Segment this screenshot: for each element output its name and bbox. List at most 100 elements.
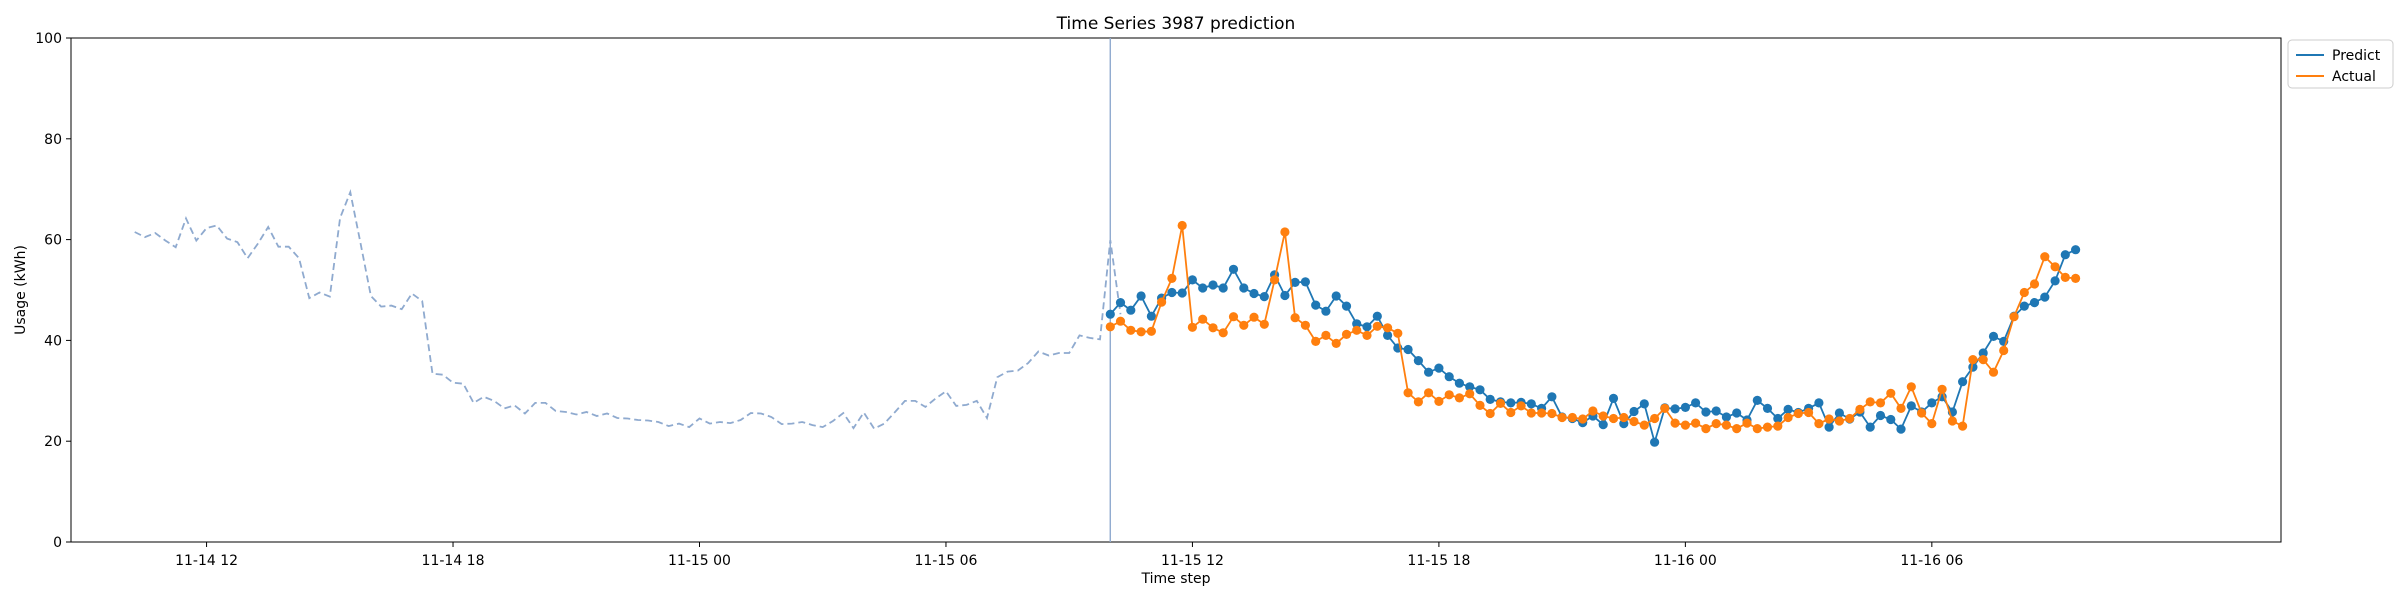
actual-point <box>2071 273 2081 283</box>
x-tick-label: 11-15 18 <box>1407 553 1470 569</box>
actual-point <box>1547 408 1557 419</box>
predict-point <box>1783 404 1793 414</box>
actual-point <box>2009 312 2019 322</box>
actual-point <box>1157 297 1167 307</box>
actual-point <box>1198 314 1208 324</box>
actual-point <box>1341 329 1352 339</box>
actual-point <box>1834 416 1844 426</box>
actual-point <box>1670 418 1680 428</box>
actual-point <box>1126 325 1136 335</box>
actual-point <box>2060 272 2070 282</box>
actual-point <box>1639 420 1649 430</box>
predict-point <box>1239 283 1249 293</box>
predict-point <box>1341 301 1352 311</box>
predict-point <box>1187 275 1197 285</box>
predict-point <box>1732 408 1742 418</box>
actual-point <box>1537 408 1547 418</box>
predict-point <box>1383 330 1393 340</box>
predict-point <box>1311 300 1321 310</box>
series-actual <box>1105 220 2081 434</box>
predict-point <box>1146 311 1156 321</box>
predict-point <box>1331 291 1341 301</box>
predict-point <box>2040 292 2050 302</box>
predict-point <box>1413 356 1423 366</box>
predict-point <box>1372 311 1382 321</box>
predict-point <box>1198 283 1208 293</box>
actual-point <box>1968 355 1978 365</box>
actual-point <box>1115 316 1126 326</box>
predict-point <box>1290 277 1300 287</box>
actual-point <box>1177 220 1187 231</box>
actual-point <box>1362 330 1372 340</box>
actual-point <box>1187 322 1197 332</box>
actual-point <box>1495 398 1506 408</box>
x-tick-label: 11-15 00 <box>668 553 731 569</box>
actual-point <box>1403 388 1413 398</box>
actual-point <box>1239 320 1249 330</box>
x-tick-label: 11-15 06 <box>914 553 977 569</box>
series-layer <box>1105 220 2081 447</box>
predict-point <box>2071 245 2081 255</box>
x-tick-label: 11-14 18 <box>422 553 485 569</box>
predict-point <box>1454 378 1464 388</box>
actual-point <box>1300 320 1310 330</box>
predict-point <box>1629 406 1639 417</box>
actual-point <box>1383 323 1393 333</box>
actual-point <box>1249 312 1259 322</box>
actual-point <box>1629 416 1639 427</box>
actual-point <box>1783 412 1793 423</box>
predict-point <box>1218 283 1228 293</box>
y-tick-label: 100 <box>35 31 62 47</box>
predict-point <box>1362 322 1372 332</box>
actual-point <box>2050 262 2060 272</box>
predict-point <box>1958 377 1968 387</box>
actual-point <box>1845 413 1855 424</box>
actual-point <box>1691 418 1701 428</box>
plot-area <box>70 37 2282 543</box>
actual-point <box>1680 420 1690 430</box>
actual-point <box>1732 424 1742 434</box>
predict-point <box>2050 276 2060 286</box>
predict-point <box>1773 413 1783 424</box>
actual-point <box>1413 397 1423 407</box>
actual-point <box>1814 419 1824 429</box>
predict-point <box>1691 398 1701 408</box>
x-tick-label: 11-16 00 <box>1654 553 1717 569</box>
actual-point <box>1578 414 1588 424</box>
actual-point <box>1762 422 1773 432</box>
predict-point <box>1434 363 1444 373</box>
actual-point <box>1947 416 1957 426</box>
predict-point <box>1680 402 1690 412</box>
predict-point <box>1485 394 1495 404</box>
actual-point <box>1352 325 1362 335</box>
predict-point <box>1834 408 1844 418</box>
actual-point <box>2029 279 2040 289</box>
predict-point <box>1824 422 1834 432</box>
y-tick-label: 40 <box>44 333 62 349</box>
actual-point <box>1896 403 1906 413</box>
predict-point <box>2029 298 2040 308</box>
predict-point <box>1906 401 1916 411</box>
predict-point <box>1321 306 1331 316</box>
actual-point <box>1752 424 1762 434</box>
predict-point <box>1639 399 1649 409</box>
actual-point <box>1526 408 1536 418</box>
predict-point <box>1886 414 1896 425</box>
x-tick-label: 11-14 12 <box>175 553 238 569</box>
x-tick-label: 11-16 06 <box>1900 553 1963 569</box>
predict-point <box>2060 250 2070 260</box>
actual-point <box>1475 400 1485 410</box>
actual-point <box>1650 413 1660 424</box>
x-axis-label: Time step <box>1141 571 1211 587</box>
predict-point <box>1875 410 1886 421</box>
actual-point <box>1875 398 1886 408</box>
predict-point <box>1115 298 1126 308</box>
actual-point <box>1454 393 1464 403</box>
predict-point <box>1167 287 1177 298</box>
actual-point <box>1917 408 1927 418</box>
actual-point <box>1516 401 1526 411</box>
predict-point <box>1126 305 1136 315</box>
actual-point <box>1208 323 1218 333</box>
actual-point <box>1506 407 1516 418</box>
actual-point <box>1444 390 1454 400</box>
